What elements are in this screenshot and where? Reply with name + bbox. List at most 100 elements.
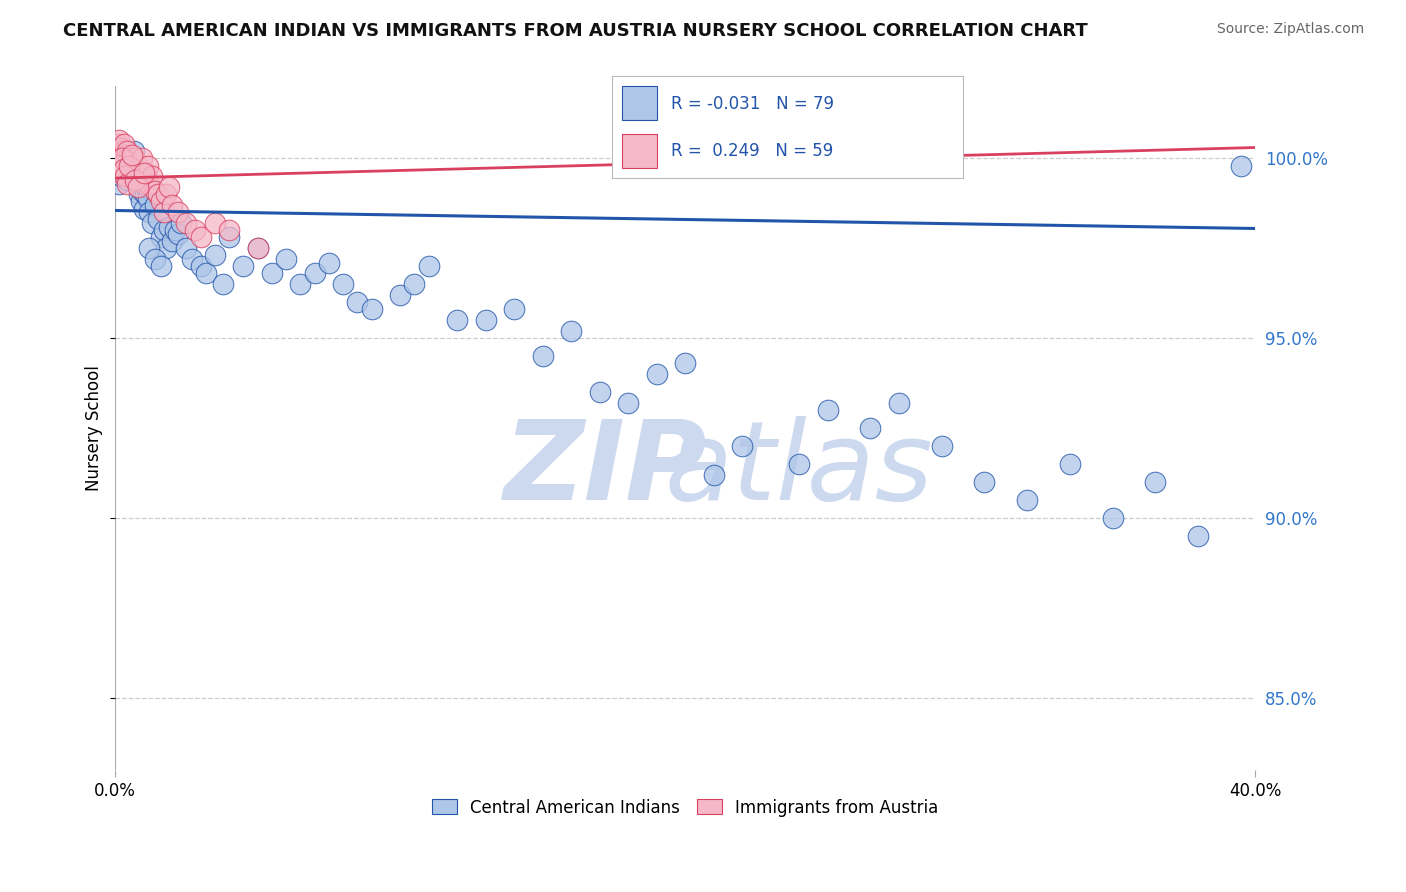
Point [146, 187, 169, 202]
Point [120, 159, 142, 173]
Point [859, 421, 882, 435]
Point [1187, 529, 1209, 543]
Point [560, 324, 582, 338]
Point [107, 144, 129, 158]
Point [152, 223, 174, 237]
Bar [621, 87, 657, 120]
Point [169, 216, 191, 230]
Point [204, 216, 226, 230]
Point [121, 147, 143, 161]
Point [121, 155, 143, 169]
Text: R = -0.031   N = 79: R = -0.031 N = 79 [672, 95, 834, 112]
Point [143, 252, 166, 266]
Point [108, 177, 131, 191]
Point [163, 223, 186, 237]
Point [128, 187, 150, 202]
Point [1229, 159, 1251, 173]
Point [134, 187, 156, 202]
Point [105, 140, 128, 154]
Text: R =  0.249   N = 59: R = 0.249 N = 59 [672, 142, 834, 160]
Point [1101, 511, 1123, 525]
Point [155, 187, 177, 202]
Point [290, 277, 312, 292]
Point [146, 212, 169, 227]
Point [141, 169, 163, 184]
Point [110, 151, 132, 165]
Point [138, 177, 160, 191]
Point [346, 295, 368, 310]
Point [129, 194, 152, 209]
Point [120, 151, 142, 165]
Point [107, 136, 129, 151]
Point [135, 166, 157, 180]
Point [318, 255, 340, 269]
Point [149, 230, 172, 244]
Point [218, 230, 240, 244]
Point [121, 166, 143, 180]
Point [176, 216, 198, 230]
Point [184, 223, 207, 237]
Point [204, 248, 226, 262]
Point [817, 403, 839, 417]
Point [122, 144, 145, 158]
Point [274, 252, 297, 266]
Legend: Central American Indians, Immigrants from Austria: Central American Indians, Immigrants fro… [425, 792, 945, 823]
Point [143, 184, 166, 198]
Point [110, 140, 132, 154]
Point [110, 147, 132, 161]
Y-axis label: Nursery School: Nursery School [86, 365, 103, 491]
Point [149, 194, 172, 209]
Point [134, 177, 156, 191]
Point [332, 277, 354, 292]
Point [117, 162, 139, 177]
Point [136, 191, 159, 205]
Point [1059, 457, 1081, 471]
Point [111, 155, 134, 169]
Point [418, 260, 440, 274]
Point [152, 205, 174, 219]
Point [118, 159, 141, 173]
Point [304, 267, 326, 281]
Point [703, 467, 725, 482]
Point [246, 241, 269, 255]
Point [124, 169, 146, 184]
Point [232, 260, 254, 274]
Point [132, 169, 155, 184]
Point [617, 396, 640, 410]
Point [503, 302, 526, 317]
Text: ZIP: ZIP [503, 416, 707, 523]
Point [474, 313, 496, 327]
Point [1144, 475, 1167, 490]
Point [260, 267, 283, 281]
Text: CENTRAL AMERICAN INDIAN VS IMMIGRANTS FROM AUSTRIA NURSERY SCHOOL CORRELATION CH: CENTRAL AMERICAN INDIAN VS IMMIGRANTS FR… [63, 22, 1088, 40]
Point [127, 180, 149, 194]
Point [673, 356, 696, 370]
Point [127, 166, 149, 180]
Text: Source: ZipAtlas.com: Source: ZipAtlas.com [1216, 22, 1364, 37]
Point [531, 349, 554, 363]
Point [108, 133, 131, 147]
Point [645, 368, 668, 382]
Point [190, 230, 212, 244]
Point [131, 151, 153, 165]
Point [143, 198, 166, 212]
Text: atlas: atlas [665, 416, 934, 523]
Point [110, 166, 132, 180]
Point [212, 277, 235, 292]
Point [114, 159, 136, 173]
Point [129, 162, 152, 177]
Point [195, 267, 218, 281]
Point [108, 159, 131, 173]
Point [114, 169, 136, 184]
Point [122, 151, 145, 165]
Point [160, 198, 183, 212]
Point [1015, 493, 1038, 508]
Point [135, 180, 157, 194]
Point [115, 144, 138, 158]
Point [115, 155, 138, 169]
Point [111, 151, 134, 165]
Point [787, 457, 810, 471]
Point [115, 177, 138, 191]
Point [155, 241, 177, 255]
Point [138, 205, 160, 219]
